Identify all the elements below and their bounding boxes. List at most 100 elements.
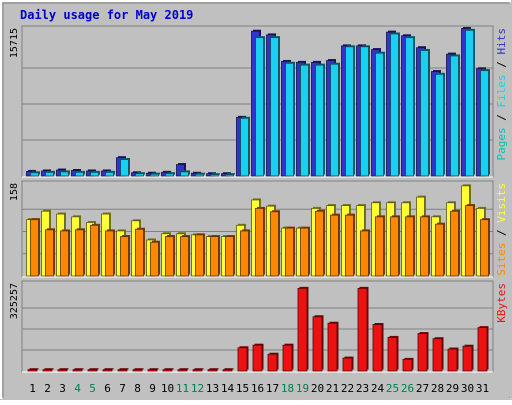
bar-kbytes — [357, 287, 368, 372]
panel-kbytes-y-tick-label: 325257 — [9, 283, 20, 319]
panel-visits-legend: Sites / Visits — [495, 183, 508, 276]
bar-kbytes — [177, 369, 188, 372]
bar-files — [390, 33, 399, 177]
bar-kbytes — [372, 324, 383, 372]
x-tick-label: 25 — [386, 382, 399, 395]
bar-sites — [120, 236, 129, 277]
bar-files — [30, 172, 39, 177]
bar-sites — [30, 219, 39, 277]
x-tick-label: 14 — [221, 382, 235, 395]
bar-sites — [285, 227, 294, 277]
legend-entry-sites: Sites — [495, 243, 508, 276]
legend-separator: / — [495, 55, 508, 75]
x-tick-label: 15 — [236, 382, 249, 395]
bar-kbytes — [237, 347, 248, 372]
bar-sites — [210, 236, 219, 277]
bar-files — [120, 159, 129, 177]
bar-kbytes-shadow — [44, 368, 54, 370]
bar-sites — [45, 229, 54, 277]
bar-files-shadow — [197, 172, 205, 175]
bar-kbytes-shadow — [179, 368, 189, 370]
legend-entry-visits: Visits — [495, 183, 508, 223]
bar-kbytes-shadow — [29, 368, 39, 370]
bar-kbytes — [402, 358, 413, 372]
bar-files — [90, 171, 99, 177]
x-tick-label: 3 — [59, 382, 66, 395]
bar-sites — [360, 230, 369, 277]
bar-kbytes — [447, 348, 458, 372]
bar-files — [480, 70, 489, 177]
x-tick-label: 19 — [296, 382, 309, 395]
bar-kbytes — [327, 322, 338, 372]
bar-sites — [435, 223, 444, 277]
x-tick-label: 12 — [191, 382, 204, 395]
bar-files — [420, 50, 429, 177]
bar-files — [375, 52, 384, 177]
bar-files-shadow — [227, 173, 235, 175]
bar-kbytes — [72, 369, 83, 372]
x-tick-label: 2 — [44, 382, 51, 395]
bar-kbytes — [102, 369, 113, 372]
bar-kbytes — [57, 369, 68, 372]
bar-sites — [450, 210, 459, 277]
bar-sites — [75, 229, 84, 277]
bar-files — [180, 171, 189, 177]
bar-kbytes-shadow — [194, 368, 204, 370]
bar-kbytes — [432, 338, 443, 372]
bar-sites — [105, 230, 114, 277]
bar-sites — [270, 211, 279, 277]
bar-sites — [420, 216, 429, 277]
bar-sites — [165, 236, 174, 277]
bar-files — [405, 37, 414, 177]
bar-sites — [255, 208, 264, 277]
bar-kbytes — [192, 369, 203, 372]
bar-kbytes — [267, 353, 278, 372]
bar-kbytes — [462, 345, 473, 372]
bar-kbytes — [282, 344, 293, 372]
x-tick-label: 22 — [341, 382, 354, 395]
bar-sites — [345, 214, 354, 277]
legend-separator: / — [495, 223, 508, 243]
x-tick-label: 6 — [104, 382, 111, 395]
bar-kbytes-shadow — [209, 368, 219, 370]
bar-files — [225, 174, 234, 177]
bar-kbytes — [297, 287, 308, 372]
bar-kbytes-shadow — [89, 368, 99, 370]
bar-sites — [180, 236, 189, 277]
bar-sites — [90, 224, 99, 277]
bar-files — [450, 55, 459, 177]
panel-hits-legend: Pages / Files / Hits — [495, 28, 508, 161]
x-tick-label: 17 — [266, 382, 279, 395]
bar-files — [255, 37, 264, 177]
bar-kbytes — [222, 369, 233, 372]
x-tick-label: 18 — [281, 382, 294, 395]
bar-sites — [195, 234, 204, 277]
bar-kbytes — [252, 344, 263, 372]
panel-kbytes-legend: KBytes — [495, 283, 508, 323]
legend-entry-kbytes: KBytes — [495, 283, 508, 323]
bar-sites — [390, 216, 399, 277]
bar-sites — [300, 227, 309, 277]
chart-title: Daily usage for May 2019 — [20, 8, 193, 22]
bar-sites — [330, 214, 339, 277]
legend-separator: / — [495, 108, 508, 128]
bar-sites — [135, 228, 144, 277]
chart-frame-shadow — [2, 2, 511, 399]
bar-files — [285, 62, 294, 177]
bar-kbytes — [87, 369, 98, 372]
x-tick-label: 9 — [149, 382, 156, 395]
x-tick-label: 24 — [371, 382, 385, 395]
bar-sites — [405, 216, 414, 277]
bar-sites — [480, 219, 489, 277]
x-tick-label: 28 — [431, 382, 444, 395]
bar-files — [270, 37, 279, 177]
x-tick-label: 20 — [311, 382, 324, 395]
x-tick-label: 26 — [401, 382, 414, 395]
x-tick-label: 16 — [251, 382, 264, 395]
bar-sites — [375, 216, 384, 277]
bar-files — [60, 171, 69, 177]
bar-files — [345, 46, 354, 177]
bar-kbytes-shadow — [224, 368, 234, 370]
